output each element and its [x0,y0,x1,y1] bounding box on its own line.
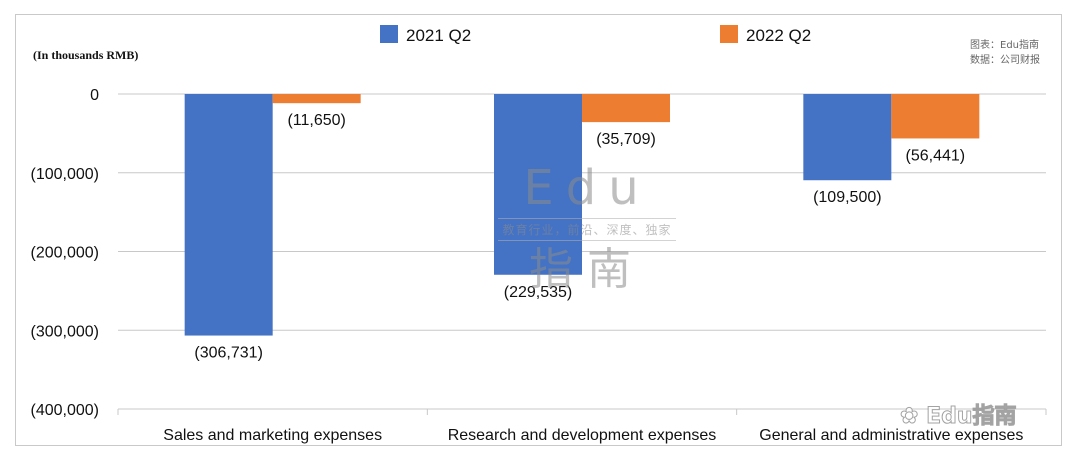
unit-label: (In thousands RMB) [33,48,139,62]
legend-label: 2021 Q2 [406,26,471,45]
data-label: (56,441) [906,147,966,164]
data-label: (11,650) [287,112,345,129]
x-category-label: General and administrative expenses [759,427,1023,444]
bar-2021q2 [803,94,892,181]
data-label: (35,709) [596,131,656,148]
y-tick-label: (400,000) [31,402,100,419]
y-tick-label: (100,000) [31,166,100,183]
legend-label: 2022 Q2 [746,26,811,45]
y-tick-label: (300,000) [31,323,100,340]
wechat-icon: ✿ [899,404,919,430]
legend-swatch [380,25,398,43]
bar-2022q2 [272,94,361,104]
wechat-watermark: ✿ Edu指南 [899,398,1017,430]
source-data-credit: 数据：公司财报 [970,55,1040,66]
wechat-account-name: Edu指南 [926,404,1017,430]
legend-swatch [720,25,738,43]
x-category-label: Research and development expenses [448,427,717,444]
bar-2021q2 [494,94,582,275]
x-category-label: Sales and marketing expenses [163,427,382,444]
bar-2022q2 [582,94,670,123]
y-tick-label: 0 [90,87,99,104]
data-label: (109,500) [813,189,882,206]
y-tick-label: (200,000) [31,245,100,262]
data-label: (306,731) [194,345,263,362]
source-chart-credit: 图表：Edu指南 [970,40,1040,51]
bar-2021q2 [184,94,273,336]
bar-2022q2 [891,94,980,139]
source-block: 图表：Edu指南 数据：公司财报 [970,38,1040,68]
data-label: (229,535) [504,284,573,301]
